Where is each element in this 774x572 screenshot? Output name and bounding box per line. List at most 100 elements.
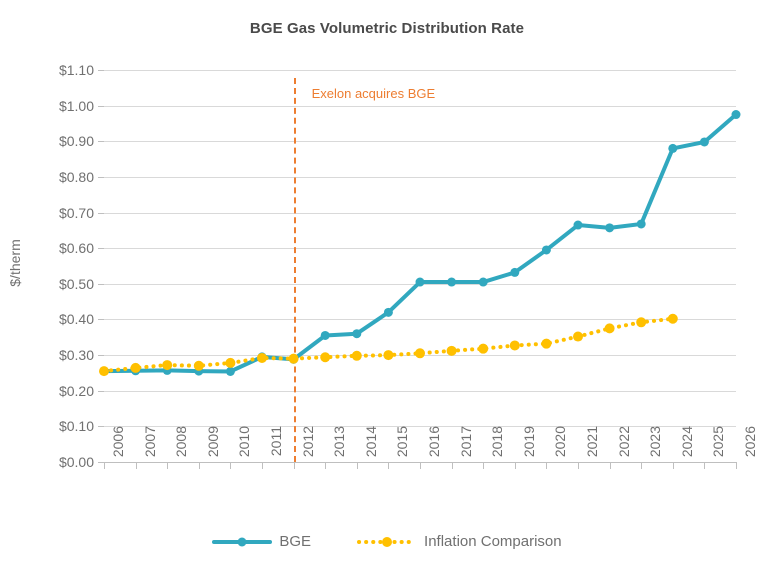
- x-axis-tick-mark: [514, 462, 516, 469]
- gridline: [104, 141, 736, 143]
- x-axis-tick-label: 2022: [615, 426, 632, 458]
- data-point: [288, 353, 299, 364]
- x-axis-tick-label: 2019: [520, 426, 537, 458]
- y-axis-tick-mark: [98, 212, 104, 214]
- y-axis-tick-label: $0.30: [58, 347, 94, 364]
- data-point: [667, 313, 678, 324]
- data-point: [731, 110, 741, 120]
- x-axis-tick-mark: [167, 462, 169, 469]
- data-point: [257, 352, 267, 363]
- gridline: [104, 176, 736, 178]
- x-axis-tick-mark: [104, 462, 105, 469]
- data-point: [415, 277, 425, 287]
- x-axis-tick-mark: [262, 462, 263, 469]
- x-axis-tick-mark: [672, 462, 674, 469]
- x-axis-tick-label: 2013: [331, 426, 348, 458]
- chart-legend: BGE Inflation Comparison: [0, 533, 774, 550]
- data-point: [225, 366, 235, 376]
- x-axis-tick-label: 2008: [173, 426, 190, 458]
- x-axis-tick-label: 2012: [299, 426, 316, 458]
- x-axis-tick-label: 2026: [742, 426, 758, 458]
- x-axis-tick-label: 2014: [362, 426, 379, 458]
- x-axis-tick-label: 2021: [584, 426, 600, 458]
- gridline: [104, 390, 736, 392]
- data-point: [699, 137, 709, 147]
- x-axis-tick-mark: [356, 462, 358, 469]
- gridline: [104, 212, 736, 214]
- data-point: [320, 330, 330, 340]
- annotation-line-exelon-acquisition: [293, 78, 296, 462]
- legend-swatch: [357, 536, 418, 547]
- y-axis-tick-label: $0.00: [58, 454, 94, 470]
- data-point: [541, 245, 551, 255]
- y-axis-tick-label: $0.90: [58, 133, 94, 150]
- data-point: [130, 362, 141, 373]
- x-axis-tick-mark: [325, 462, 327, 469]
- x-axis-tick-mark: [736, 462, 737, 469]
- y-axis-tick-mark: [98, 248, 104, 250]
- y-axis-tick-mark: [98, 141, 104, 143]
- x-axis-tick-mark: [293, 462, 295, 469]
- y-axis-tick-label: $0.20: [58, 382, 94, 399]
- legend-swatch: [212, 537, 273, 546]
- data-point: [447, 277, 457, 287]
- data-point: [541, 338, 552, 349]
- x-axis-tick-label: 2007: [141, 426, 158, 458]
- data-point: [351, 350, 362, 361]
- y-axis-tick-mark: [98, 70, 104, 71]
- y-axis-tick-label: $0.10: [58, 418, 94, 435]
- x-axis-tick-label: 2020: [552, 426, 569, 458]
- x-axis-tick-mark: [704, 462, 706, 469]
- legend-item-inflation-comparison[interactable]: Inflation Comparison: [357, 533, 562, 550]
- data-point: [352, 329, 362, 339]
- x-axis-tick-label: 2009: [204, 426, 221, 458]
- y-axis-tick-labels: $0.00 $0.10 $0.20 $0.30 $0.40 $0.50 $0.60 $0.70…: [28, 0, 94, 572]
- y-axis-tick-label: $0.80: [58, 168, 94, 185]
- data-point: [320, 352, 331, 363]
- y-axis-tick-mark: [98, 319, 104, 321]
- x-axis-tick-label: 2016: [426, 426, 442, 458]
- data-point: [573, 331, 583, 342]
- data-point: [99, 366, 109, 377]
- series-inflation-comparison: [99, 313, 678, 377]
- x-axis-tick-label: 2017: [457, 426, 474, 458]
- x-axis-tick-label: 2011: [268, 426, 284, 457]
- y-axis-tick-mark: [98, 426, 104, 428]
- data-point: [636, 219, 646, 229]
- x-axis-tick-mark: [451, 462, 453, 469]
- data-point: [446, 345, 457, 356]
- gridline: [104, 70, 736, 71]
- x-axis-tick-label: 2025: [710, 426, 727, 458]
- y-axis-tick-label: $0.60: [58, 240, 94, 257]
- y-axis-tick-label: $1.00: [58, 97, 94, 114]
- x-axis-tick-mark: [641, 462, 643, 469]
- gridline: [104, 426, 736, 428]
- y-axis-tick-mark: [98, 355, 104, 357]
- data-point: [383, 350, 394, 361]
- y-axis-tick-label: $0.40: [58, 311, 94, 328]
- legend-item-bge[interactable]: BGE: [212, 533, 311, 550]
- data-point: [510, 267, 520, 277]
- x-axis-tick-mark: [135, 462, 137, 469]
- gridline: [104, 248, 736, 250]
- chart-title: BGE Gas Volumetric Distribution Rate: [249, 20, 525, 37]
- x-axis-tick-mark: [420, 462, 421, 469]
- x-axis-tick-mark: [483, 462, 485, 469]
- x-axis-tick-mark: [609, 462, 611, 469]
- x-axis-tick-label: 2006: [110, 426, 126, 458]
- y-axis-tick-label: $1.10: [58, 62, 94, 78]
- x-axis-tick-label: 2024: [678, 426, 695, 458]
- x-axis-tick-label: 2015: [394, 426, 411, 458]
- gridline: [104, 319, 736, 321]
- y-axis-tick-mark: [98, 176, 104, 178]
- y-axis-tick-label: $0.70: [58, 204, 94, 221]
- x-axis-tick-mark: [546, 462, 548, 469]
- y-axis-tick-mark: [98, 390, 104, 392]
- legend-label: BGE: [279, 533, 312, 550]
- y-axis-tick-mark: [98, 462, 104, 463]
- series-line: [102, 112, 738, 374]
- gridline: [104, 105, 736, 107]
- y-axis-tick-label: $0.50: [58, 275, 94, 292]
